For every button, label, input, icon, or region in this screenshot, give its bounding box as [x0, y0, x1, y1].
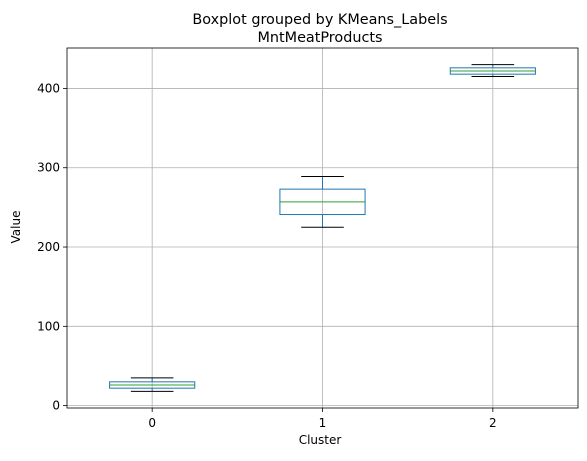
box-0 — [109, 377, 196, 392]
chart-title: MntMeatProducts — [257, 30, 382, 46]
x-axis-ticks: 0 1 2 — [148, 408, 497, 430]
x-tick-label: 2 — [489, 416, 497, 430]
y-axis-label: Value — [9, 211, 23, 244]
chart-suptitle: Boxplot grouped by KMeans_Labels — [192, 12, 447, 28]
box-1 — [279, 175, 366, 228]
x-tick-label: 1 — [319, 416, 327, 430]
y-tick-label: 200 — [37, 240, 60, 254]
box-2 — [449, 64, 536, 78]
box-series — [109, 64, 536, 392]
y-tick-label: 100 — [37, 319, 60, 333]
y-tick-label: 400 — [37, 81, 60, 95]
y-axis-ticks: 0 100 200 300 400 — [37, 81, 67, 413]
y-tick-label: 0 — [52, 399, 60, 413]
x-axis-label: Cluster — [299, 433, 342, 447]
gridlines — [67, 48, 578, 408]
x-tick-label: 0 — [148, 416, 156, 430]
y-tick-label: 300 — [37, 161, 60, 175]
